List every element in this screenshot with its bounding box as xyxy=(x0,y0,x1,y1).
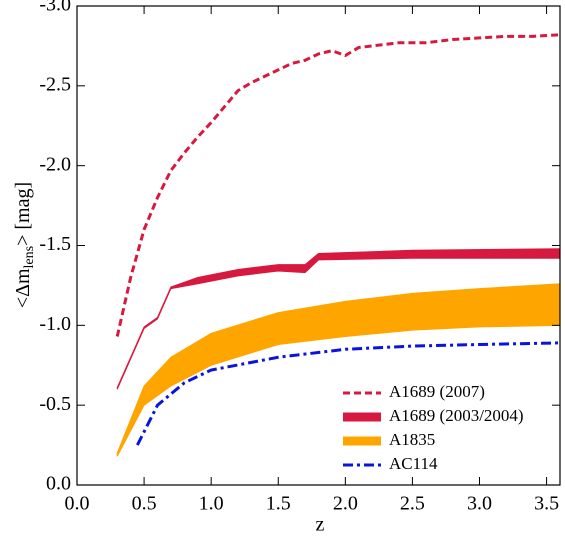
x-tick-label: 2.0 xyxy=(333,493,358,515)
x-axis-label: z xyxy=(316,514,325,536)
x-tick-label: 1.0 xyxy=(199,493,224,515)
y-axis-label: <Δmlens> [mag] xyxy=(12,182,38,308)
y-label-prefix: <Δm xyxy=(12,268,34,308)
y-label-suffix: > [mag] xyxy=(12,182,34,246)
legend-label: A1689 (2003/2004) xyxy=(389,406,524,425)
legend-label: AC114 xyxy=(389,454,438,473)
y-tick-label: -3.0 xyxy=(39,0,71,16)
legend-label: A1835 xyxy=(389,430,435,449)
series-line xyxy=(136,341,561,446)
y-tick-label: -1.5 xyxy=(39,233,71,255)
x-tick-label: 0.5 xyxy=(132,493,157,515)
x-tick-label: 2.5 xyxy=(400,493,425,515)
x-tick-label: 3.5 xyxy=(534,493,559,515)
x-tick-label: 3.0 xyxy=(467,493,492,515)
y-tick-label: -1.0 xyxy=(39,313,71,335)
y-tick-label: -2.5 xyxy=(39,73,71,95)
legend: A1689 (2007) A1689 (2003/2004) A1835 AC114 xyxy=(343,382,524,473)
legend-label: A1689 (2007) xyxy=(389,382,485,401)
y-label-sub: lens xyxy=(22,246,37,269)
y-tick-label: -0.5 xyxy=(39,393,71,415)
x-tick-label: 0.0 xyxy=(65,493,90,515)
band-area xyxy=(116,283,561,457)
series-line xyxy=(115,33,561,337)
y-tick-label: -2.0 xyxy=(39,153,71,175)
x-tick-label: 1.5 xyxy=(266,493,291,515)
y-tick-label: 0.0 xyxy=(46,473,71,495)
